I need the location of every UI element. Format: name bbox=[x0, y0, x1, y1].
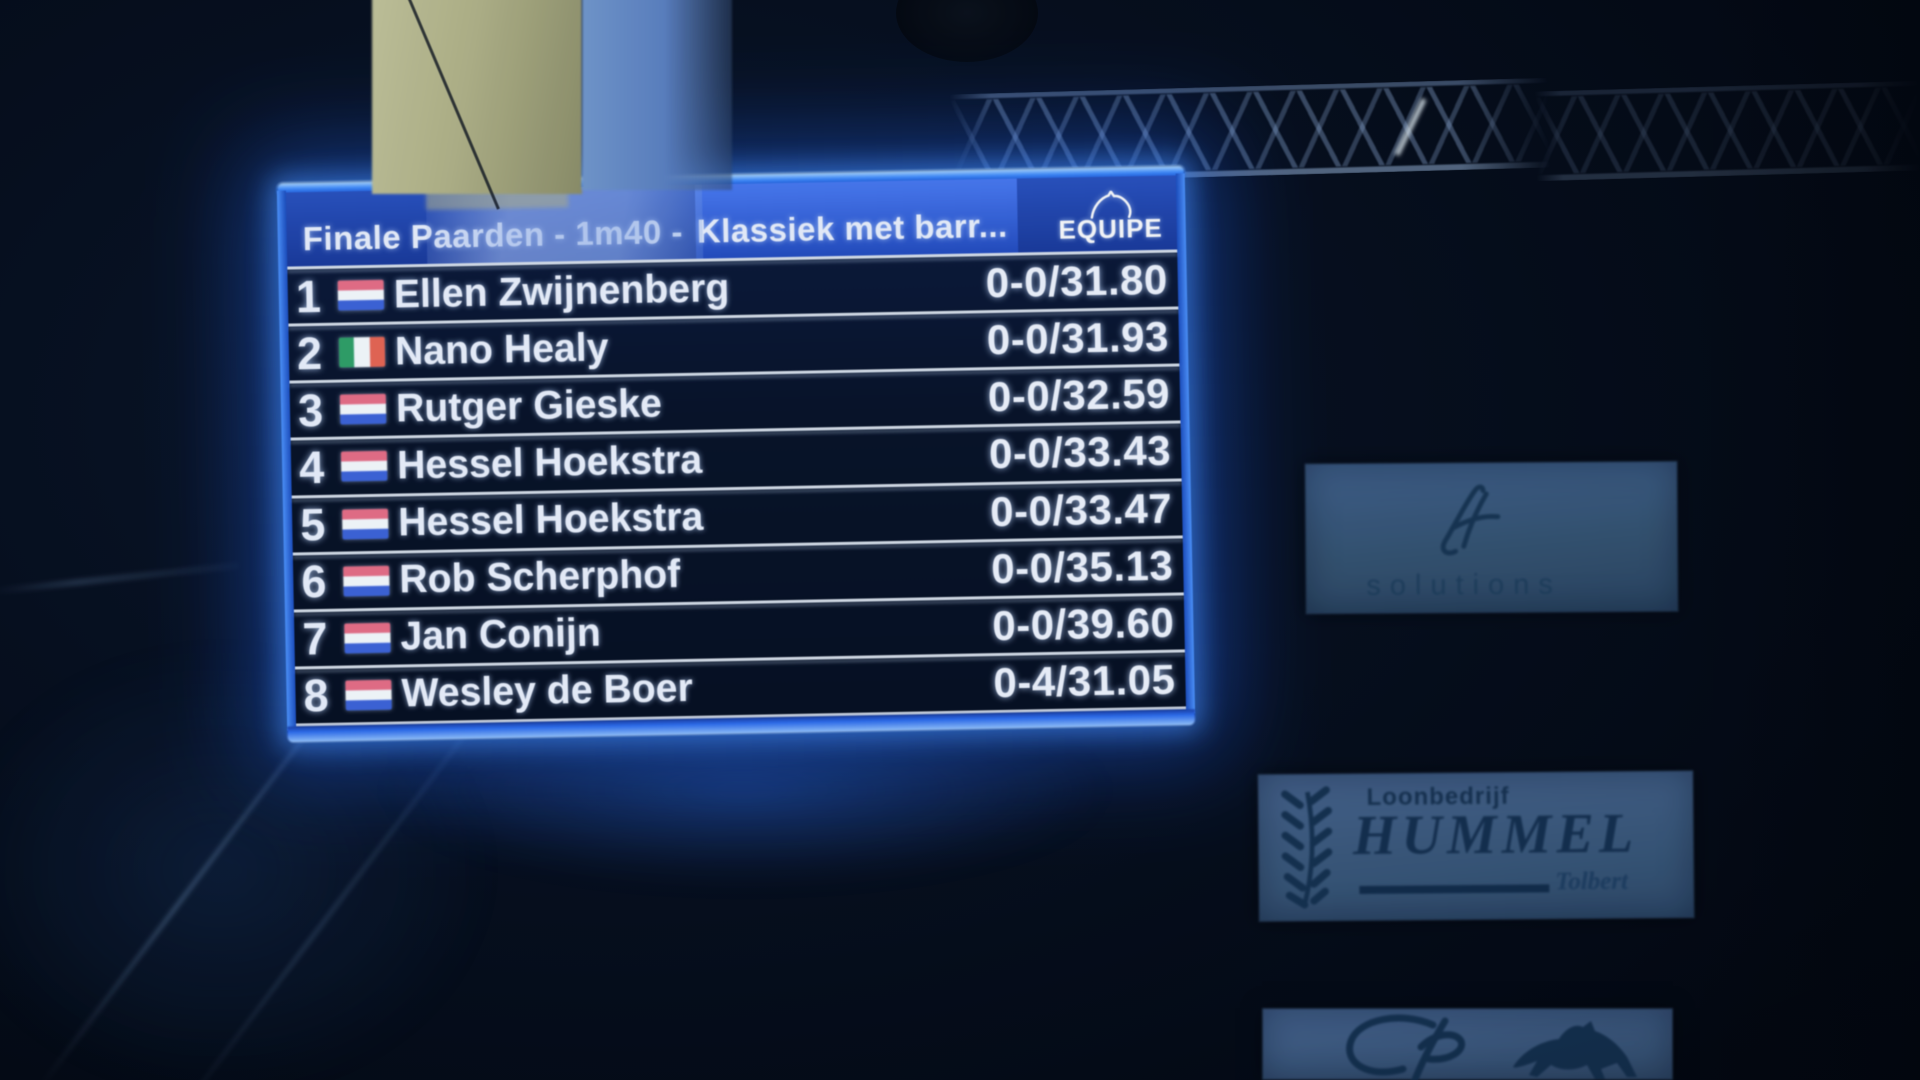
hummel-location: Tolbert bbox=[1555, 867, 1629, 896]
rider-name: Hessel Hoekstra bbox=[397, 494, 704, 545]
rider-name: Nano Healy bbox=[394, 325, 609, 374]
netherlands-flag-icon bbox=[344, 622, 391, 654]
equipe-logo: EQUIPE bbox=[1058, 190, 1163, 246]
solutions-label: solutions bbox=[1366, 568, 1562, 602]
speaker bbox=[896, 0, 1038, 62]
rider-name: Jan Conijn bbox=[400, 610, 602, 659]
event-title-round: Klassiek met barr... bbox=[696, 206, 1008, 250]
rank-number: 1 bbox=[295, 270, 322, 322]
rank-number: 6 bbox=[300, 556, 327, 608]
rank-number: 4 bbox=[298, 441, 325, 494]
faults-time: 0-0/33.47 bbox=[989, 484, 1173, 535]
scoreboard: Finale Paarden - 1m40 -Klassiek met barr… bbox=[276, 165, 1196, 743]
rank-number: 5 bbox=[299, 498, 326, 551]
rider-name: Ellen Zwijnenberg bbox=[393, 265, 730, 317]
tire-tread-icon bbox=[1281, 786, 1333, 909]
results-table: 1 Ellen Zwijnenberg 0-0/31.80 2 Nano Hea… bbox=[287, 249, 1186, 727]
solutions-monogram-icon bbox=[1440, 484, 1501, 556]
sponsor-board-horse bbox=[1262, 1008, 1673, 1080]
rider-name: Hessel Hoekstra bbox=[396, 437, 703, 488]
hanging-banner-blue bbox=[582, 0, 732, 190]
rank-number: 8 bbox=[303, 670, 330, 722]
netherlands-flag-icon bbox=[343, 565, 390, 597]
script-monogram-and-horse-icon bbox=[1346, 1014, 1637, 1080]
rider-name: Wesley de Boer bbox=[401, 666, 694, 716]
faults-time: 0-0/33.43 bbox=[988, 427, 1172, 478]
netherlands-flag-icon bbox=[345, 679, 392, 711]
rank-number: 2 bbox=[296, 327, 323, 380]
rank-number: 3 bbox=[297, 384, 324, 437]
ireland-flag-icon bbox=[338, 336, 386, 368]
faults-time: 0-0/35.13 bbox=[990, 541, 1174, 592]
sponsor-board-solutions: solutions bbox=[1304, 460, 1679, 615]
hummel-name: HUMMEL bbox=[1352, 802, 1639, 868]
netherlands-flag-icon bbox=[339, 394, 387, 425]
faults-time: 0-0/31.80 bbox=[985, 255, 1169, 307]
netherlands-flag-icon bbox=[340, 451, 388, 483]
hummel-underline bbox=[1359, 884, 1550, 895]
sponsor-board-hummel: Loonbedrijf HUMMEL Tolbert bbox=[1257, 770, 1695, 922]
rider-name: Rob Scherphof bbox=[398, 552, 681, 602]
wall-shadow bbox=[1690, 0, 1920, 1080]
rider-name: Rutger Gieske bbox=[395, 381, 663, 431]
faults-time: 0-0/39.60 bbox=[991, 598, 1175, 649]
rank-number: 7 bbox=[301, 613, 328, 665]
faults-time: 0-0/31.93 bbox=[986, 312, 1170, 364]
faults-time: 0-4/31.05 bbox=[992, 655, 1176, 707]
netherlands-flag-icon bbox=[337, 279, 385, 311]
netherlands-flag-icon bbox=[341, 508, 389, 540]
faults-time: 0-0/32.59 bbox=[987, 369, 1171, 421]
horse-head-icon bbox=[1090, 190, 1132, 219]
hanging-banner-yellow bbox=[372, 0, 582, 194]
